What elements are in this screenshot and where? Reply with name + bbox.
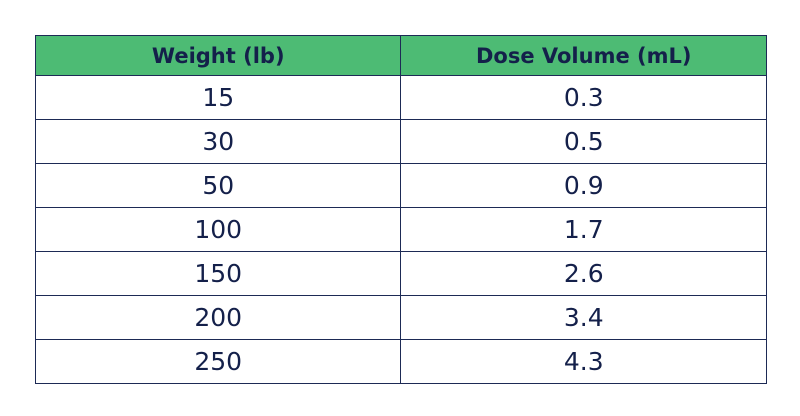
table-cell: 0.3 <box>400 75 767 120</box>
header-cell: Weight (lb) <box>34 35 402 76</box>
table-row: 15 0.3 <box>34 75 767 120</box>
table-cell: 250 <box>34 339 402 384</box>
table-row: 200 3.4 <box>34 295 767 340</box>
table-cell: 2.6 <box>400 251 767 296</box>
table-body: 15 0.3 30 0.5 50 0.9 100 1.7 150 2.6 200 3.4 250 4.3 <box>34 75 767 384</box>
dose-table: Weight (lb) Dose Volume (mL) 15 0.3 30 0.5 5… <box>34 35 767 384</box>
table-cell: 15 <box>34 75 402 120</box>
table-cell: 100 <box>34 207 402 252</box>
table-row: 250 4.3 <box>34 339 767 384</box>
header-row: Weight (lb) Dose Volume (mL) <box>34 35 767 76</box>
table-cell: 200 <box>34 295 402 340</box>
table-row: 100 1.7 <box>34 207 767 252</box>
table-row: 50 0.9 <box>34 163 767 208</box>
table-cell: 0.9 <box>400 163 767 208</box>
table-header: Weight (lb) Dose Volume (mL) <box>34 35 767 76</box>
table-cell: 4.3 <box>400 339 767 384</box>
table-cell: 1.7 <box>400 207 767 252</box>
table-cell: 3.4 <box>400 295 767 340</box>
table-cell: 150 <box>34 251 402 296</box>
table-cell: 30 <box>34 119 402 164</box>
table-cell: 50 <box>34 163 402 208</box>
table-row: 150 2.6 <box>34 251 767 296</box>
table-row: 30 0.5 <box>34 119 767 164</box>
header-cell: Dose Volume (mL) <box>400 35 767 76</box>
table-cell: 0.5 <box>400 119 767 164</box>
